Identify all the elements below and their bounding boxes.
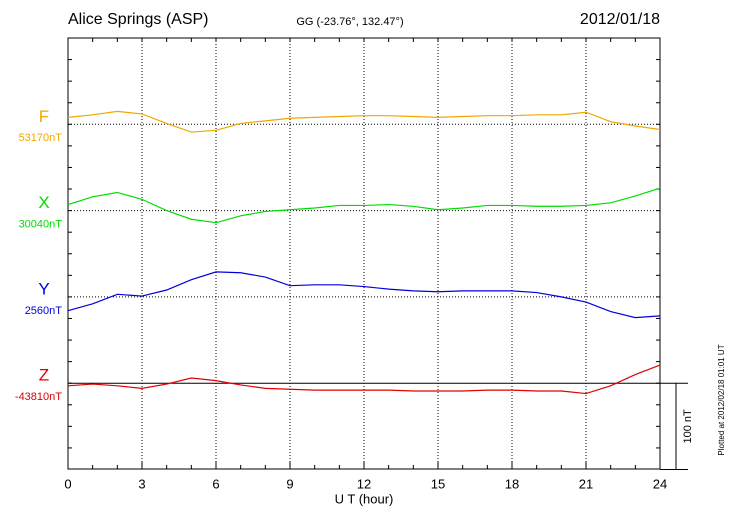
x-tick-label: 18 [505,476,519,491]
scale-bar-label: 100 nT [682,409,694,444]
baseline-label: -43810nT [15,391,62,403]
baseline-label: 30040nT [19,219,63,231]
x-tick-label: 0 [64,476,71,491]
footer-note: Plotted at 2012/02/18 01:01 UT [717,344,726,455]
series-name: Z [39,366,49,385]
series-line [67,271,661,319]
x-tick-label: 15 [431,476,445,491]
series-name: Y [38,279,49,298]
series-line [67,110,661,133]
baseline-label: 53170nT [19,132,63,144]
series-line [67,364,661,395]
series-line [67,187,661,224]
x-tick-label: 9 [286,476,293,491]
baseline-label: 2560nT [25,305,63,317]
x-tick-label: 6 [212,476,219,491]
series-name: X [38,193,49,212]
x-tick-label: 24 [653,476,667,491]
x-tick-label: 21 [579,476,593,491]
series-name: F [39,107,49,126]
chart-date: 2012/01/18 [580,11,660,28]
chart-subtitle: GG (-23.76°, 132.47°) [296,16,403,28]
x-axis-label: U T (hour) [335,491,394,506]
x-tick-label: 3 [138,476,145,491]
x-tick-label: 12 [357,476,371,491]
chart-title: Alice Springs (ASP) [68,11,209,28]
